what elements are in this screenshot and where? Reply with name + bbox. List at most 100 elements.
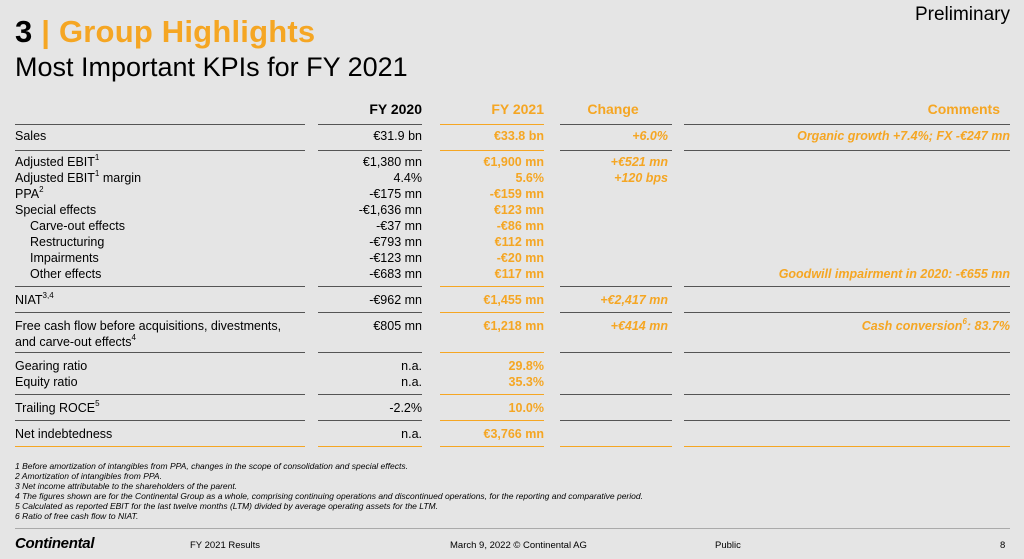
fy2020-value: €1,380 mn	[362, 155, 422, 169]
group-rule	[560, 420, 672, 421]
row-label-text: Free cash flow before acquisitions, dive…	[15, 319, 282, 333]
fy2020-value: -€962 mn	[369, 293, 422, 307]
group-rule	[318, 150, 422, 151]
fy2020-value: -2.2%	[389, 401, 422, 415]
row-label-text: Adjusted EBIT	[15, 171, 95, 185]
comment-suffix: : 83.7%	[966, 319, 1010, 333]
group-rule	[684, 286, 1010, 287]
fy2020-value: -€793 mn	[369, 235, 422, 249]
fy2020-value: -€1,636 mn	[358, 203, 422, 217]
row-label-line2: and carve-out effects	[15, 335, 132, 349]
row-label-suffix: margin	[99, 171, 142, 185]
group-rule	[440, 420, 544, 421]
section-title: 3 | Group Highlights	[15, 14, 315, 50]
group-rule	[684, 420, 1010, 421]
row-label-text: Impairments	[30, 251, 99, 265]
comment-text: Cash conversion	[861, 319, 963, 333]
header-rule-change	[560, 124, 672, 125]
footer-date: March 9, 2022 © Continental AG	[450, 540, 587, 551]
change-value: +120 bps	[614, 171, 668, 185]
comment-text: Organic growth +7.4%; FX -€247 mn	[797, 129, 1010, 143]
row-label-text: Adjusted EBIT	[15, 155, 95, 169]
header-rule-fy2020	[318, 124, 422, 125]
comment: Organic growth +7.4%; FX -€247 mn	[690, 128, 1010, 144]
footnote-ref: 4	[131, 333, 136, 342]
fy2021-value: -€20 mn	[496, 251, 544, 265]
row-label: Other effects	[30, 266, 101, 282]
change-value: +€521 mn	[610, 155, 668, 169]
group-rule	[318, 446, 422, 447]
group-rule	[684, 446, 1010, 447]
group-rule	[560, 352, 672, 353]
fy2021-value: 29.8%	[508, 359, 544, 373]
fy2020-value: n.a.	[401, 359, 422, 373]
row-label-text: Net indebtedness	[15, 427, 113, 441]
row-label: Gearing ratio	[15, 358, 87, 374]
group-rule	[684, 394, 1010, 395]
footnote: 2 Amortization of intangibles from PPA.	[15, 471, 162, 481]
group-rule	[440, 150, 544, 151]
comment-text: Goodwill impairment in 2020: -€655 mn	[778, 267, 1010, 281]
footnote-ref: 5	[95, 399, 100, 408]
row-label: Sales	[15, 128, 46, 144]
row-label-text: PPA	[15, 187, 40, 201]
group-rule	[440, 286, 544, 287]
continental-logo: Continental	[15, 535, 95, 552]
fy2021-value: €3,766 mn	[483, 427, 544, 441]
group-rule	[318, 312, 422, 313]
group-rule	[684, 150, 1010, 151]
preliminary-label: Preliminary	[914, 4, 1010, 25]
footer-page-number: 8	[1000, 540, 1006, 551]
fy2021-value: €1,900 mn	[483, 155, 544, 169]
row-label-text: Sales	[15, 129, 47, 143]
row-label: Equity ratio	[15, 374, 78, 390]
header-rule-left	[15, 124, 305, 125]
group-rule	[318, 352, 422, 353]
group-rule	[560, 286, 672, 287]
row-label-text: Special effects	[15, 203, 97, 217]
group-rule	[440, 394, 544, 395]
group-rule	[15, 150, 305, 151]
row-label: Special effects	[15, 202, 96, 218]
group-rule	[440, 352, 544, 353]
row-label-text: Trailing ROCE	[15, 401, 96, 415]
fy2021-value: €1,218 mn	[483, 319, 544, 333]
fy2021-value: €117 mn	[494, 267, 544, 281]
fy2020-value: -€37 mn	[376, 219, 422, 233]
row-label-text: Gearing ratio	[15, 359, 88, 373]
footnote-ref: 2	[39, 185, 44, 194]
footnote: 3 Net income attributable to the shareho…	[15, 481, 238, 491]
fy2021-value: €112 mn	[494, 235, 544, 249]
row-label: Trailing ROCE5	[15, 400, 100, 416]
change-value: +€414 mn	[610, 319, 668, 333]
footnote-ref: 3,4	[42, 291, 54, 300]
section-title-text: Group Highlights	[58, 14, 316, 49]
row-label: Impairments	[30, 250, 99, 266]
comment: Goodwill impairment in 2020: -€655 mn	[690, 266, 1010, 282]
footnote-ref: 1	[94, 153, 100, 162]
row-label-text: Equity ratio	[15, 375, 78, 389]
group-rule	[440, 312, 544, 313]
column-header-comments: Comments	[927, 101, 1000, 117]
section-number: 3	[15, 14, 33, 49]
footnote-ref: 6	[962, 317, 967, 326]
fy2020-value: €805 mn	[373, 319, 422, 333]
page-subtitle: Most Important KPIs for FY 2021	[15, 52, 408, 82]
group-rule	[684, 352, 1010, 353]
fy2020-value: n.a.	[401, 427, 422, 441]
group-rule	[560, 446, 672, 447]
fy2021-value: €123 mn	[493, 203, 544, 217]
footnote: 5 Calculated as reported EBIT for the la…	[15, 501, 438, 511]
group-rule	[15, 286, 305, 287]
fy2021-value: €33.8 bn	[493, 129, 544, 143]
group-rule	[15, 352, 305, 353]
footer-rule	[15, 528, 1010, 529]
footer-report: FY 2021 Results	[190, 540, 261, 551]
row-label: Restructuring	[30, 234, 104, 250]
group-rule	[440, 446, 544, 447]
footnote: 6 Ratio of free cash flow to NIAT.	[15, 511, 139, 521]
fy2020-value: 4.4%	[393, 171, 423, 185]
fy2021-value: 5.6%	[515, 171, 545, 185]
comment: Cash conversion6: 83.7%	[690, 318, 1010, 334]
group-rule	[560, 394, 672, 395]
